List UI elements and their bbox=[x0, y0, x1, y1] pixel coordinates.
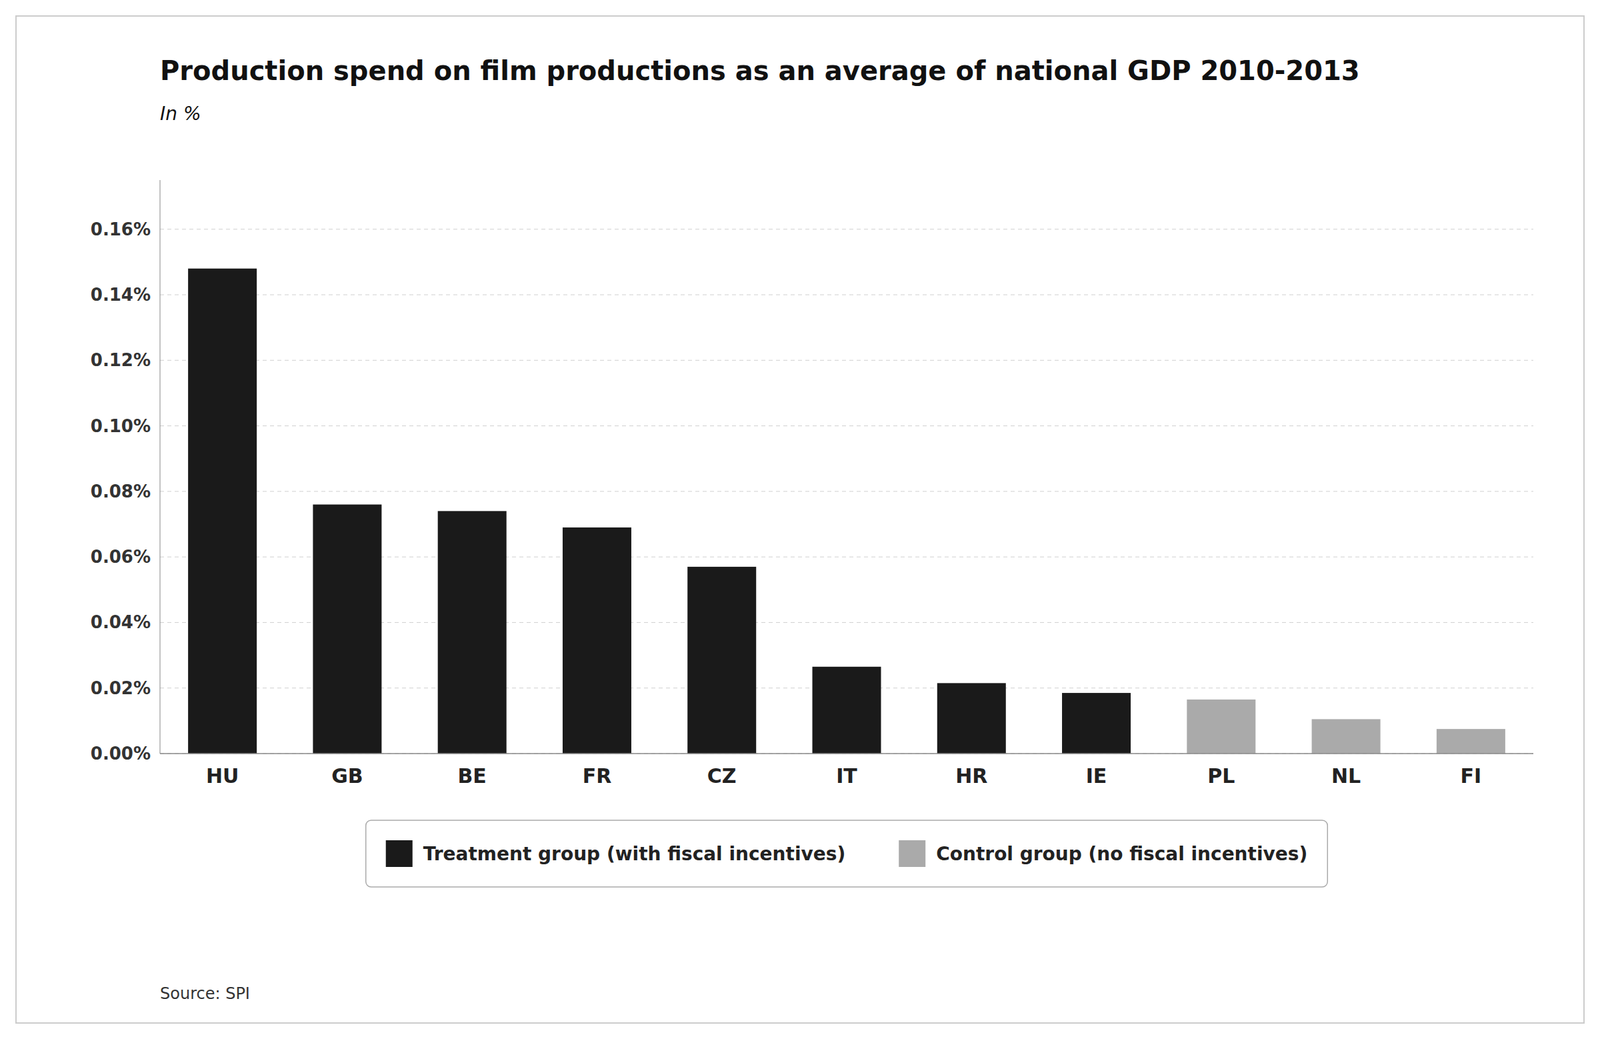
legend-label: Treatment group (with fiscal incentives) bbox=[423, 842, 846, 865]
bar bbox=[188, 268, 257, 754]
x-axis: HU GB BE FR CZ IT HR IE PL NL FI bbox=[206, 764, 1482, 788]
chart: Production spend on film productions as … bbox=[0, 0, 1600, 1039]
grid-line bbox=[160, 753, 1534, 754]
y-tick-label: 0.16% bbox=[90, 219, 151, 240]
y-tick-label: 0.10% bbox=[90, 416, 151, 436]
grid-line bbox=[160, 294, 1534, 296]
legend-swatch bbox=[898, 840, 926, 867]
legend-swatch bbox=[386, 840, 413, 867]
x-tick-label: HU bbox=[206, 764, 239, 788]
bar bbox=[687, 566, 756, 754]
grid-line bbox=[160, 228, 1534, 230]
outer-border bbox=[16, 16, 1584, 1023]
x-tick-label: BE bbox=[458, 764, 487, 788]
y-tick-label: 0.04% bbox=[90, 612, 151, 632]
bar bbox=[438, 510, 507, 754]
legend-frame bbox=[366, 820, 1328, 887]
bar bbox=[812, 666, 882, 754]
legend: Treatment group (with fiscal incentives)… bbox=[366, 820, 1328, 887]
bar bbox=[1062, 692, 1131, 754]
y-tick-label: 0.06% bbox=[90, 546, 151, 567]
y-tick-label: 0.02% bbox=[90, 678, 151, 698]
bar bbox=[1312, 718, 1381, 754]
legend-label: Control group (no fiscal incentives) bbox=[936, 842, 1308, 865]
bars bbox=[188, 268, 1506, 754]
source: Source: SPI bbox=[160, 984, 250, 1003]
y-axis: 0.00% 0.02% 0.04% 0.06% 0.08% 0.10% 0.12% 0.14%… bbox=[90, 219, 151, 764]
grid-line bbox=[160, 360, 1534, 361]
x-tick-label: PL bbox=[1207, 764, 1235, 788]
grid-line bbox=[160, 425, 1534, 426]
x-tick-label: GB bbox=[331, 764, 364, 788]
y-tick-label: 0.12% bbox=[90, 350, 151, 370]
grid bbox=[160, 229, 1534, 754]
x-tick-label: FI bbox=[1460, 764, 1482, 788]
bar bbox=[562, 527, 632, 754]
bar bbox=[937, 682, 1006, 754]
y-tick-label: 0.00% bbox=[90, 743, 151, 764]
title: Production spend on film productions as … bbox=[160, 55, 1360, 86]
bar bbox=[1186, 699, 1256, 754]
bar bbox=[1436, 728, 1506, 754]
x-tick-label: FR bbox=[582, 764, 612, 788]
y-axis-line bbox=[160, 180, 161, 754]
grid-line bbox=[160, 490, 1534, 492]
x-tick-label: HR bbox=[955, 764, 988, 788]
x-tick-label: CZ bbox=[707, 764, 737, 788]
subtitle: In % bbox=[160, 102, 202, 125]
x-axis-line bbox=[160, 752, 1534, 754]
y-tick-label: 0.14% bbox=[90, 284, 151, 305]
x-tick-label: NL bbox=[1331, 764, 1361, 788]
background bbox=[0, 0, 1600, 1039]
y-tick-label: 0.08% bbox=[90, 481, 151, 502]
x-tick-label: IE bbox=[1086, 764, 1108, 788]
bar bbox=[312, 504, 382, 754]
x-tick-label: IT bbox=[836, 764, 858, 788]
